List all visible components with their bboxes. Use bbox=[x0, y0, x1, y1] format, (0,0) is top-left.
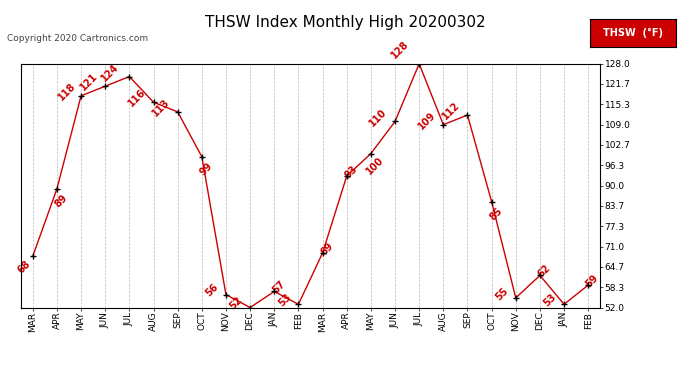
Text: 99: 99 bbox=[197, 161, 215, 178]
Text: 113: 113 bbox=[150, 97, 172, 118]
Text: THSW Index Monthly High 20200302: THSW Index Monthly High 20200302 bbox=[205, 15, 485, 30]
Text: 55: 55 bbox=[493, 285, 510, 302]
Text: Copyright 2020 Cartronics.com: Copyright 2020 Cartronics.com bbox=[7, 34, 148, 43]
Text: 57: 57 bbox=[270, 279, 287, 296]
Text: 69: 69 bbox=[318, 240, 335, 257]
Text: 59: 59 bbox=[584, 273, 601, 289]
Text: 56: 56 bbox=[204, 282, 220, 299]
Text: 128: 128 bbox=[389, 39, 411, 61]
Text: 121: 121 bbox=[78, 71, 99, 93]
Text: 62: 62 bbox=[535, 263, 553, 280]
Text: 53: 53 bbox=[276, 292, 293, 308]
Text: 124: 124 bbox=[99, 62, 121, 83]
Text: 53: 53 bbox=[542, 292, 558, 308]
Text: THSW  (°F): THSW (°F) bbox=[603, 28, 663, 38]
Text: 110: 110 bbox=[368, 106, 389, 128]
Text: 112: 112 bbox=[440, 100, 462, 122]
Text: 89: 89 bbox=[52, 193, 70, 210]
Text: 52: 52 bbox=[228, 295, 244, 312]
Text: 116: 116 bbox=[126, 87, 148, 109]
Text: 100: 100 bbox=[364, 155, 386, 177]
Text: 118: 118 bbox=[57, 81, 78, 102]
Text: 68: 68 bbox=[16, 259, 33, 276]
Text: 109: 109 bbox=[416, 110, 437, 131]
Text: 85: 85 bbox=[487, 206, 504, 222]
Text: 93: 93 bbox=[342, 164, 359, 180]
